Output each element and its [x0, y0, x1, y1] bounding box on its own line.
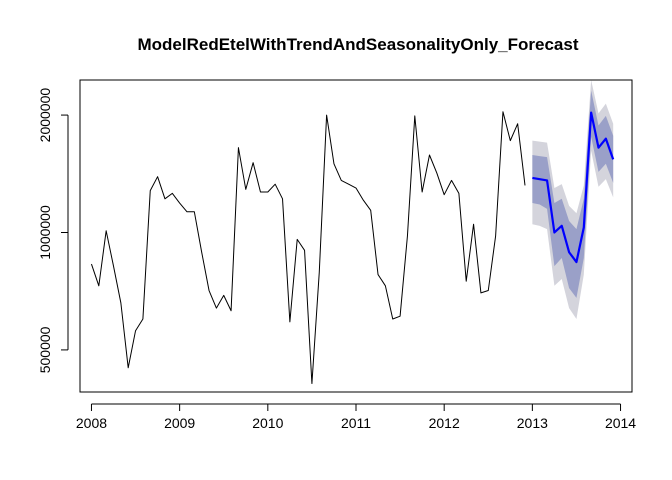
chart-title: ModelRedEtelWithTrendAndSeasonalityOnly_… [138, 35, 579, 54]
x-tick-label: 2011 [341, 415, 371, 431]
x-tick-label: 2010 [252, 415, 283, 431]
forecast-mean-line [532, 111, 615, 264]
y-tick-label: 2000000 [37, 88, 53, 143]
x-axis: 2008 2009 2010 2011 2012 2013 2014 [76, 403, 636, 431]
interval-bands [532, 80, 614, 320]
y-tick-label: 1000000 [37, 205, 53, 260]
x-tick-label: 2013 [517, 415, 548, 431]
forecast-80-interval-band [532, 90, 614, 298]
y-axis: 500000 1000000 2000000 [37, 88, 69, 373]
x-tick-label: 2012 [429, 415, 460, 431]
x-tick-label: 2008 [76, 415, 107, 431]
x-tick-label: 2014 [605, 415, 636, 431]
plot-frame [79, 79, 633, 393]
series-lines [90, 111, 615, 385]
y-tick-label: 500000 [37, 326, 53, 373]
observed-line [90, 111, 526, 385]
x-tick-label: 2009 [164, 415, 195, 431]
